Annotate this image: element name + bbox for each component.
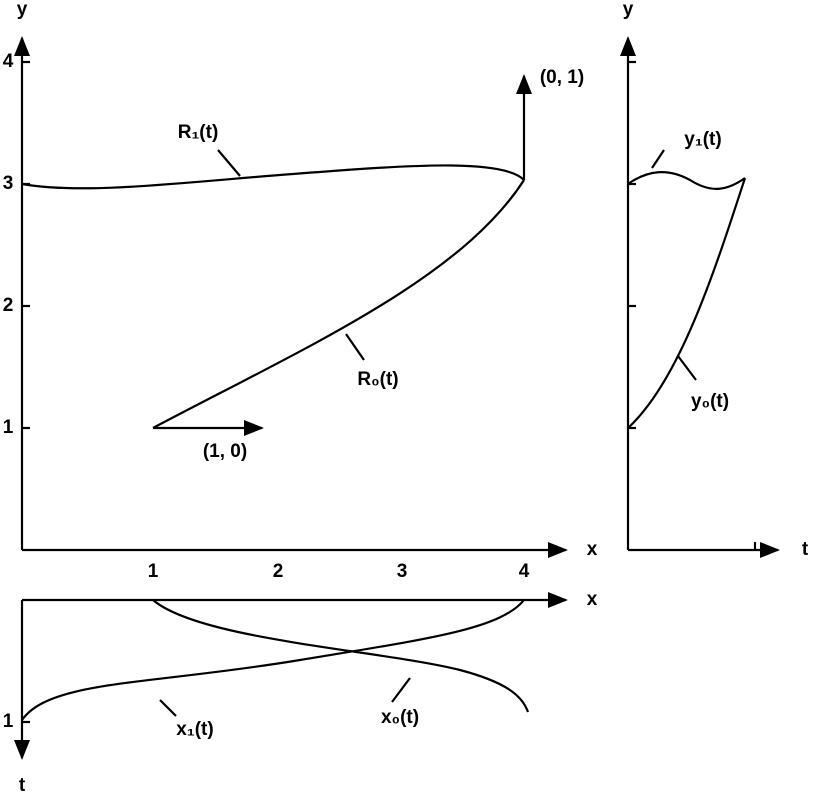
t-axis-label: t	[19, 775, 26, 796]
right-plot: y t y₁(t) y₀(t)	[620, 0, 809, 560]
vector-label: (0, 1)	[540, 67, 584, 88]
leader-line	[677, 355, 697, 381]
y-axis-label: y	[17, 0, 28, 20]
curve-y1	[627, 171, 746, 190]
curve-label: y₀(t)	[691, 391, 729, 412]
leader-line	[391, 677, 411, 703]
curve-label: R₁(t)	[178, 122, 219, 143]
leader-line	[217, 149, 241, 177]
curve-x1	[21, 599, 525, 721]
y-tick-label: 4	[3, 51, 14, 72]
bottom-plot: x t 1 x₁(t) x₀(t)	[3, 589, 598, 796]
curve-r1	[21, 164, 525, 190]
x-tick-label: 4	[519, 561, 530, 582]
x-tick-label: 3	[397, 561, 408, 582]
t-tick-label: 1	[3, 711, 14, 732]
y-axis-label: y	[623, 0, 634, 20]
x-axis-label: x	[587, 539, 598, 560]
main-plot: y x 1 2 3 4 1 2 3 4 (1, 0) (0, 1) R₁(t) …	[3, 0, 598, 582]
leader-line	[651, 149, 665, 169]
curve-label: x₁(t)	[176, 719, 213, 740]
leader-line	[345, 333, 365, 361]
x-tick-label: 1	[148, 561, 159, 582]
t-axis-label: t	[802, 539, 809, 560]
curve-x0	[152, 599, 530, 713]
leader-line	[159, 699, 177, 717]
x-axis-label: x	[587, 589, 598, 610]
y-tick-label: 3	[3, 173, 14, 194]
curve-y0	[627, 177, 747, 429]
y-tick-label: 2	[3, 295, 14, 316]
x-tick-label: 2	[273, 561, 284, 582]
curve-label: y₁(t)	[684, 129, 721, 150]
curve-label: x₀(t)	[381, 707, 419, 728]
vector-label: (1, 0)	[203, 441, 247, 462]
y-tick-label: 1	[3, 417, 14, 438]
curve-label: R₀(t)	[357, 369, 398, 390]
curve-r0	[152, 179, 525, 429]
